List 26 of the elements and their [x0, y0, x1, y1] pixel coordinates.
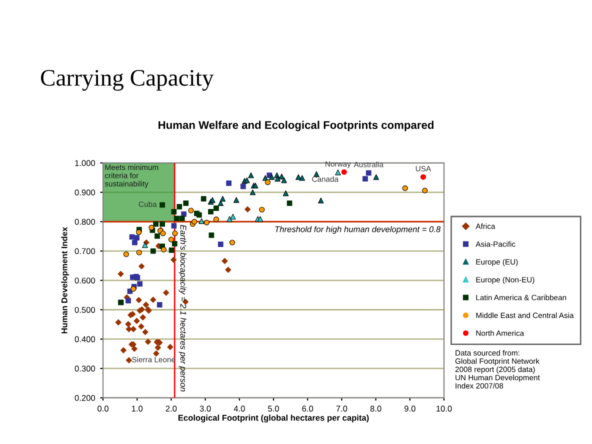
x-tick-label: 8.0 [370, 406, 382, 412]
x-tick-label: 5.0 [268, 406, 279, 412]
y-tick-label: 0.300 [74, 366, 96, 372]
chart-title: Carrying Capacity [40, 70, 214, 91]
x-tick-label: 4.0 [234, 406, 245, 412]
y-tick-label: 0.800 [74, 218, 96, 225]
x-tick-label: 6.0 [302, 406, 314, 412]
y-tick-label: 0.600 [74, 278, 96, 284]
x-tick-label: 0.0 [98, 406, 108, 412]
x-tick-label: 7.0 [336, 406, 348, 412]
x-tick-label: 2.0 [166, 406, 177, 412]
x-tick-label: 3.0 [200, 406, 211, 412]
x-axis-title: Ecological Footprint (global hectares per capita) [178, 414, 369, 422]
x-tick-label: 1.0 [132, 406, 143, 412]
y-tick-label: 0.900 [74, 190, 96, 196]
y-tick-label: 0.400 [74, 336, 96, 342]
x-tick-label: 10.0 [436, 406, 452, 412]
y-tick-label: 0.500 [74, 306, 96, 313]
ref-line-label: Threshold for high human development = 0.8 [275, 226, 441, 234]
ref-line-label: Earth's biocapacity = 2.1 hectares per person [178, 224, 186, 392]
y-tick-label: 1.000 [75, 160, 96, 166]
y-tick-label: 0.700 [74, 248, 96, 254]
chart-subtitle: Human Welfare and Ecological Footprints compared [158, 120, 434, 132]
x-tick-label: 9.0 [404, 406, 416, 412]
y-tick-label: 0.200 [74, 395, 96, 401]
y-axis-title: Human Development Index [61, 226, 69, 334]
